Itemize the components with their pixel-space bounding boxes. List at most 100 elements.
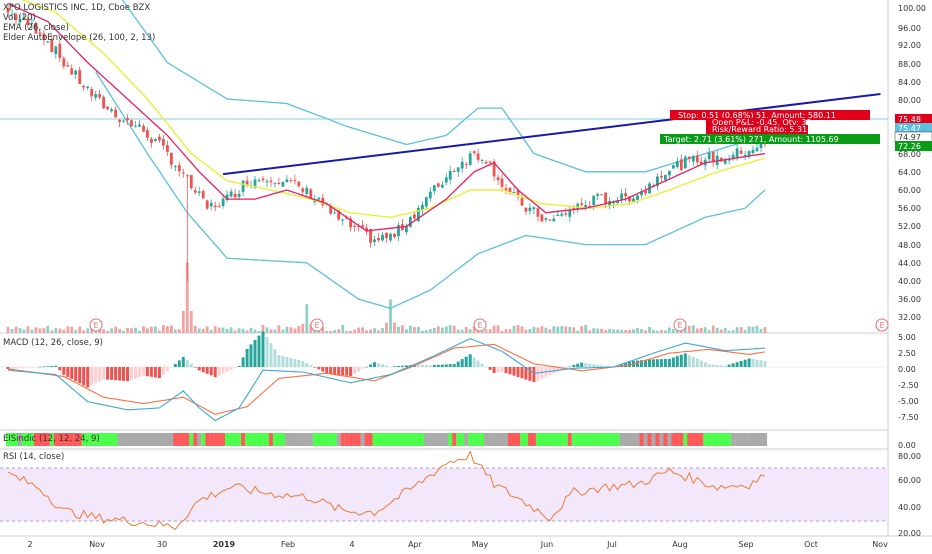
macd-histogram-bar [321, 367, 325, 372]
macd-histogram-bar [225, 367, 229, 372]
volume-bar [532, 326, 536, 333]
trade-position-tool[interactable]: Stop: 0.51 (0.68%) 51, Amount: 580.11 Op… [660, 110, 880, 144]
entry-price-tag [895, 123, 932, 133]
elsindic-bar [360, 433, 365, 446]
elsindic-bar [603, 433, 608, 446]
earnings-event-1[interactable] [89, 318, 103, 332]
volume-bar [405, 329, 408, 333]
elsindic-bar [675, 433, 680, 446]
candle-body [189, 175, 193, 188]
candle-body [480, 159, 484, 161]
macd-histogram-bar [588, 363, 592, 367]
target-label-box[interactable] [660, 134, 880, 144]
macd-histogram-bar [432, 365, 436, 367]
macd-histogram-bar [420, 365, 424, 367]
entry-price-text: 75.47 [898, 124, 921, 133]
macd-histogram-bar [349, 367, 353, 377]
earnings-event-2[interactable] [310, 318, 324, 332]
candle-body [369, 229, 372, 243]
candle-body [365, 227, 368, 232]
macd-histogram-bar [624, 362, 628, 367]
legend-volume[interactable]: Vol (20) [3, 13, 36, 23]
macd-histogram-bar [193, 367, 197, 368]
macd-histogram-bar [532, 367, 536, 383]
elsindic-bar [635, 433, 640, 446]
volume-bar [432, 328, 436, 333]
macd-histogram-bar [70, 367, 74, 379]
risk-reward-box [706, 125, 808, 134]
candle-body [114, 109, 117, 118]
volume-bar [588, 330, 592, 333]
volume-bar [556, 326, 560, 333]
earnings-events[interactable]: E E E E E [89, 318, 889, 332]
time-axis[interactable]: 2 Nov 30 2019 Feb 4 Apr May Jun Jul Aug … [27, 540, 888, 549]
macd-histogram-bar [751, 359, 755, 367]
elsindic-bar [408, 433, 413, 446]
macd-histogram-bar [472, 357, 476, 367]
elsindic-bar [535, 433, 540, 446]
chart-title[interactable]: XPO LOGISTICS INC, 1D, Cboe BZX [3, 3, 150, 13]
elsindic-bar [53, 433, 58, 446]
volume-bar [683, 327, 687, 333]
elsindic-bar [428, 433, 433, 446]
elsindic-bar [583, 433, 588, 446]
candle-body [528, 207, 532, 212]
legend-macd[interactable]: MACD (12, 26, close, 9) [3, 338, 103, 348]
volume-bar [731, 330, 735, 333]
candle-body [30, 22, 34, 25]
elsindic-bar [663, 433, 668, 446]
rsi-tick: 20.00 [898, 529, 921, 538]
earnings-event-5[interactable] [875, 318, 889, 332]
elsindic-bar [599, 433, 604, 446]
legend-envelope[interactable]: Elder AutoEnvelope (26, 100, 2, 13) [3, 33, 155, 43]
elsindic-bar [213, 433, 218, 446]
candle-body [229, 191, 233, 197]
macd-histogram-bar [285, 357, 289, 367]
macd-histogram-bar [265, 337, 269, 367]
candle-body [142, 125, 145, 132]
volume-bar [42, 328, 46, 333]
volume-bar [616, 329, 619, 333]
elsindic-bar [751, 433, 756, 446]
trendline-group[interactable] [222, 93, 881, 176]
candle-body [225, 194, 229, 200]
macd-histogram-bar [719, 365, 723, 367]
macd-histogram-bar [241, 357, 245, 367]
elsindic-bar [340, 433, 345, 446]
volume-bar [691, 325, 695, 333]
elsindic-bar [137, 433, 142, 446]
legend-ema[interactable]: EMA (26, close) [3, 23, 69, 33]
macd-tick: 0.00 [898, 365, 916, 374]
macd-histogram-bar [500, 367, 504, 372]
volume-bar [225, 328, 229, 333]
candle-body [675, 161, 679, 167]
legend-rsi[interactable]: RSI (14, close) [3, 452, 64, 462]
rsi-pane [7, 450, 766, 531]
volume-bar [739, 327, 743, 333]
elsindic-bar [328, 433, 333, 446]
earnings-event-3[interactable] [473, 318, 487, 332]
elsindic-bar [380, 433, 385, 446]
candle-body [170, 152, 173, 165]
candle-body [213, 205, 217, 208]
envelope-lower-line [95, 71, 766, 309]
elsindic-bar [436, 433, 441, 446]
price-axis[interactable]: 100.00 96.00 92.00 88.00 84.00 80.00 68.… [898, 4, 926, 322]
candle-body [78, 70, 82, 84]
macd-histogram-bar [209, 367, 213, 376]
volume-bar [409, 325, 412, 333]
macd-histogram-bar [253, 340, 257, 367]
volume-bar [185, 262, 189, 333]
elsindic-bar [253, 433, 258, 446]
stop-label-box[interactable] [670, 110, 870, 120]
candle-body [138, 124, 141, 127]
candle-body [568, 209, 572, 217]
candle-body [592, 195, 596, 205]
macd-histogram-bar [468, 354, 472, 367]
elsindic-bar [551, 433, 556, 446]
legend-elsindic[interactable]: ElSindic (12, 12, 24, 9) [3, 434, 100, 444]
candle-body [472, 151, 476, 153]
earnings-event-4[interactable] [673, 318, 687, 332]
